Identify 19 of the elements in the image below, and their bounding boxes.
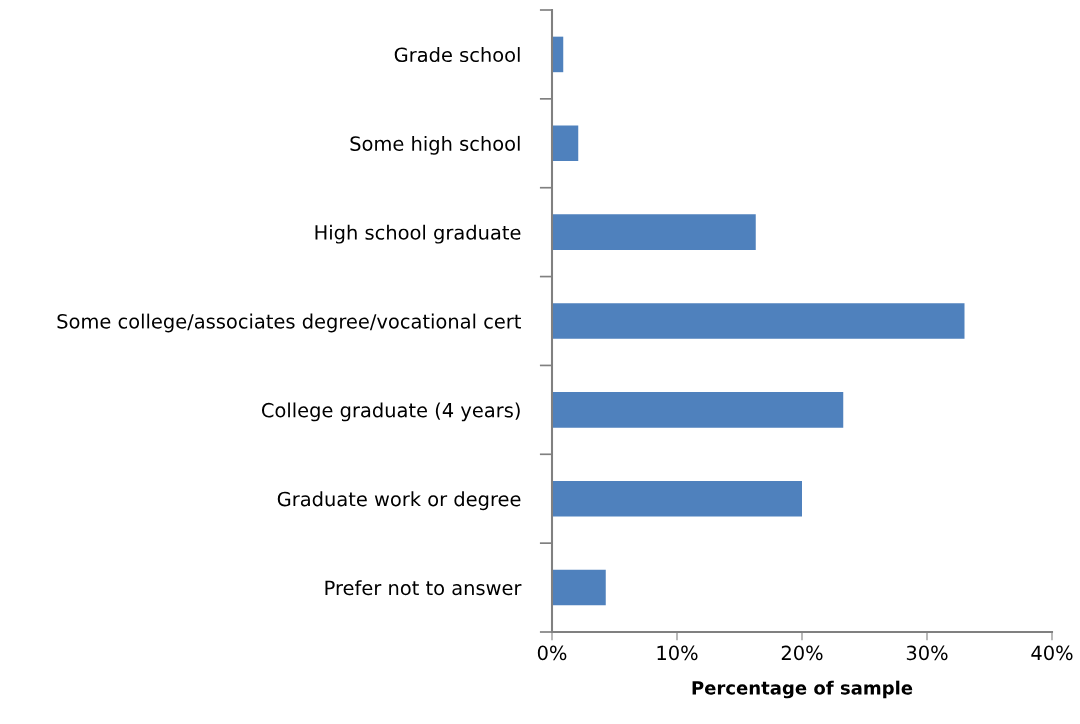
y-tick-label: Some high school xyxy=(350,135,520,155)
bar xyxy=(552,303,965,339)
x-tick-label: 20% xyxy=(781,645,823,661)
y-tick-label: Grade school xyxy=(394,47,520,63)
x-tick-label: 30% xyxy=(906,645,948,661)
x-tick-label: 40% xyxy=(1031,645,1073,661)
x-tick-label: 0% xyxy=(537,645,567,661)
y-tick-label: Prefer not to answer xyxy=(325,580,522,596)
bar xyxy=(552,125,579,162)
y-tick-label: High school graduate xyxy=(315,224,521,244)
y-tick-label: Some college/associates degree/vocational cert xyxy=(57,313,521,333)
bar xyxy=(552,480,802,517)
x-tick-label: 10% xyxy=(657,645,698,661)
y-tick-label: College graduate (4 years) xyxy=(261,402,520,422)
x-axis-title: Percentage of sample xyxy=(692,680,913,699)
bar xyxy=(552,214,756,250)
y-tick-label: Graduate work or degree xyxy=(277,491,521,511)
bar xyxy=(552,392,844,428)
bar xyxy=(552,569,606,606)
